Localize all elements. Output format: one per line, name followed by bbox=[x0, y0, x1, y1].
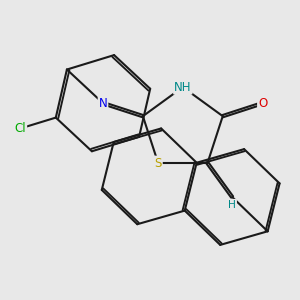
Text: NH: NH bbox=[174, 81, 192, 94]
Text: S: S bbox=[154, 157, 162, 169]
Text: N: N bbox=[99, 97, 107, 110]
Text: O: O bbox=[258, 97, 267, 110]
Text: H: H bbox=[228, 200, 236, 210]
Text: Cl: Cl bbox=[15, 122, 26, 135]
